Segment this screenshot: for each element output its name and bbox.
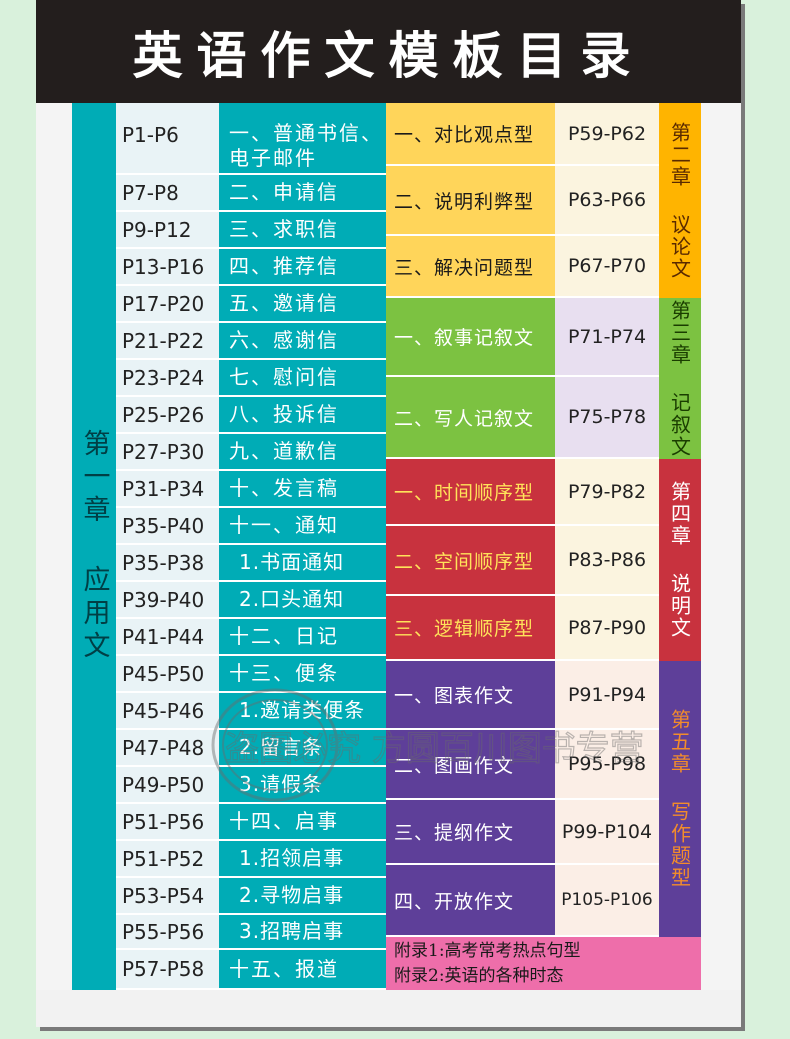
chapter5-topic: 一、图表作文: [386, 661, 555, 730]
chapter1-row-topic: 四、推荐信: [219, 249, 386, 286]
appendix-box: 附录1:高考常考热点句型 附录2:英语的各种时态: [386, 937, 701, 990]
chapter1-row-page: P7-P8: [116, 175, 219, 212]
chapter1-row-topic: 一、普通书信、电子邮件: [219, 103, 386, 175]
chapter1-row-topic: 八、投诉信: [219, 397, 386, 434]
chapter1-row-page: P25-P26: [116, 397, 219, 434]
chapter2-label: 第二章 议论文: [659, 103, 701, 298]
chapter3-page: P75-P78: [555, 377, 659, 459]
chapter1-row-page: P55-P56: [116, 915, 219, 950]
chapter3-page: P71-P74: [555, 298, 659, 377]
bottom-strip: [36, 990, 741, 1027]
chapter5-topic: 二、图画作文: [386, 730, 555, 800]
chapter1-row-page: P27-P30: [116, 434, 219, 471]
chapter1-row-topic: 三、求职信: [219, 212, 386, 249]
chapter1-row-topic: 七、慰问信: [219, 360, 386, 397]
chapter5-page: P91-P94: [555, 661, 659, 730]
chapter1-row-topic: 六、感谢信: [219, 323, 386, 360]
chapter1-row-topic: 2.留言条: [219, 730, 386, 767]
chapter5-page: P105-P106: [555, 865, 659, 937]
chapter4-page: P79-P82: [555, 459, 659, 526]
chapter2-page: P63-P66: [555, 166, 659, 236]
chapter1-row-topic: 十、发言稿: [219, 471, 386, 508]
chapter1-row-page: P57-P58: [116, 950, 219, 990]
chapter2-topic: 二、说明利弊型: [386, 166, 555, 236]
chapter2-topic: 一、对比观点型: [386, 103, 555, 166]
chapter1-row-page: P39-P40: [116, 582, 219, 619]
chapter1-row-topic: 3.招聘启事: [219, 915, 386, 950]
chapter1-row-page: P31-P34: [116, 471, 219, 508]
page-title: 英语作文模板目录: [36, 0, 741, 103]
chapter1-row-topic: 十五、报道: [219, 950, 386, 990]
chapter1-row-page: P1-P6: [116, 103, 219, 175]
chapter1-row-topic: 十四、启事: [219, 804, 386, 841]
chapter1-row-page: P35-P38: [116, 545, 219, 582]
chapter1-row-page: P35-P40: [116, 508, 219, 545]
chapter1-row-page: P51-P56: [116, 804, 219, 841]
chapter2-page: P59-P62: [555, 103, 659, 166]
appendix-item-2: 附录2:英语的各种时态: [394, 966, 564, 986]
chapter1-row-page: P23-P24: [116, 360, 219, 397]
chapter5-page: P95-P98: [555, 730, 659, 800]
chapter5-page: P99-P104: [555, 800, 659, 865]
chapter4-label: 第四章 说明文: [659, 459, 701, 661]
chapter5-topic: 三、提纲作文: [386, 800, 555, 865]
chapter3-topic: 一、叙事记叙文: [386, 298, 555, 377]
chapter5-label: 第五章 写作题型: [659, 661, 701, 937]
chapter4-page: P83-P86: [555, 526, 659, 596]
chapter1-row-page: P41-P44: [116, 619, 219, 656]
chapter1-row-page: P17-P20: [116, 286, 219, 323]
chapter1-row-page: P51-P52: [116, 841, 219, 878]
chapter1-label: 第一章 应用文: [72, 103, 116, 990]
chapter1-row-page: P9-P12: [116, 212, 219, 249]
chapter1-row-topic: 十二、日记: [219, 619, 386, 656]
chapter1-row-page: P45-P50: [116, 656, 219, 693]
chapter3-label: 第三章 记叙文: [659, 298, 701, 459]
chapter1-row-topic: 二、申请信: [219, 175, 386, 212]
chapter4-topic: 一、时间顺序型: [386, 459, 555, 526]
chapter1-row-page: P13-P16: [116, 249, 219, 286]
chapter1-row-topic: 1.招领启事: [219, 841, 386, 878]
chapter4-page: P87-P90: [555, 596, 659, 661]
chapter1-row-topic: 十一、通知: [219, 508, 386, 545]
chapter1-row-page: P21-P22: [116, 323, 219, 360]
chapter3-topic: 二、写人记叙文: [386, 377, 555, 459]
chapter2-topic: 三、解决问题型: [386, 236, 555, 298]
chapter1-row-page: P45-P46: [116, 693, 219, 730]
chapter4-topic: 二、空间顺序型: [386, 526, 555, 596]
chapter1-row-topic: 2.口头通知: [219, 582, 386, 619]
chapter1-row-page: P47-P48: [116, 730, 219, 767]
appendix-item-1: 附录1:高考常考热点句型: [394, 941, 581, 961]
chapter1-row-topic: 五、邀请信: [219, 286, 386, 323]
chapter1-row-topic: 九、道歉信: [219, 434, 386, 471]
chapter1-row-page: P53-P54: [116, 878, 219, 915]
chapter1-row-page: P49-P50: [116, 767, 219, 804]
chapter5-topic: 四、开放作文: [386, 865, 555, 937]
chapter1-row-topic: 3.请假条: [219, 767, 386, 804]
chapter1-row-topic: 1.邀请类便条: [219, 693, 386, 730]
chapter4-topic: 三、逻辑顺序型: [386, 596, 555, 661]
chapter1-row-topic: 2.寻物启事: [219, 878, 386, 915]
chapter2-page: P67-P70: [555, 236, 659, 298]
chapter1-row-topic: 1.书面通知: [219, 545, 386, 582]
chapter1-row-topic: 十三、便条: [219, 656, 386, 693]
